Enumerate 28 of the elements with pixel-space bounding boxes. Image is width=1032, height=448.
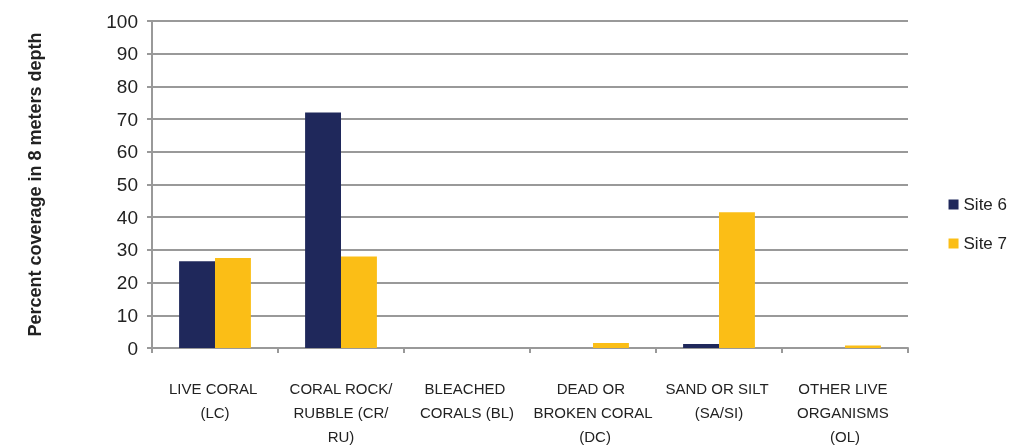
y-tick-label: 90 <box>116 43 138 65</box>
bar <box>719 212 755 348</box>
y-tick-label: 60 <box>116 141 138 163</box>
bar <box>593 343 629 348</box>
bar <box>341 256 377 348</box>
x-tick-label: BLEACHED CORALS (BL) <box>419 379 515 421</box>
bar <box>305 112 341 348</box>
x-tick-label: SAND OR SILT (SA/SI) <box>665 379 773 421</box>
x-tick-label: CORAL ROCK/RUBBLE (CR/RU) <box>289 379 394 445</box>
y-axis-title: Percent coverage in 8 meters depth <box>25 32 45 337</box>
y-tick-label: 10 <box>116 304 138 326</box>
bar <box>845 345 881 348</box>
y-tick-label: 20 <box>116 272 138 294</box>
bar <box>215 258 251 348</box>
y-tick-label: 0 <box>127 337 138 359</box>
x-tick-label: DEAD OR BROKEN CORAL (DC) <box>533 379 653 445</box>
y-tick-label: 30 <box>116 239 138 261</box>
x-tick-label: OTHER LIVE ORGANISMS (OL) <box>797 379 893 445</box>
y-tick-label: 40 <box>116 206 138 228</box>
legend-label: Site 7 <box>963 234 1008 253</box>
y-tick-label: 80 <box>116 75 138 97</box>
bar <box>179 261 215 348</box>
y-tick-label: 50 <box>116 174 138 195</box>
bar <box>683 344 719 348</box>
y-tick-label: 100 <box>106 10 138 32</box>
x-tick-label: LIVE CORAL (LC) <box>169 379 261 421</box>
legend-label: Site 6 <box>963 195 1008 214</box>
y-tick-label: 70 <box>116 108 138 130</box>
